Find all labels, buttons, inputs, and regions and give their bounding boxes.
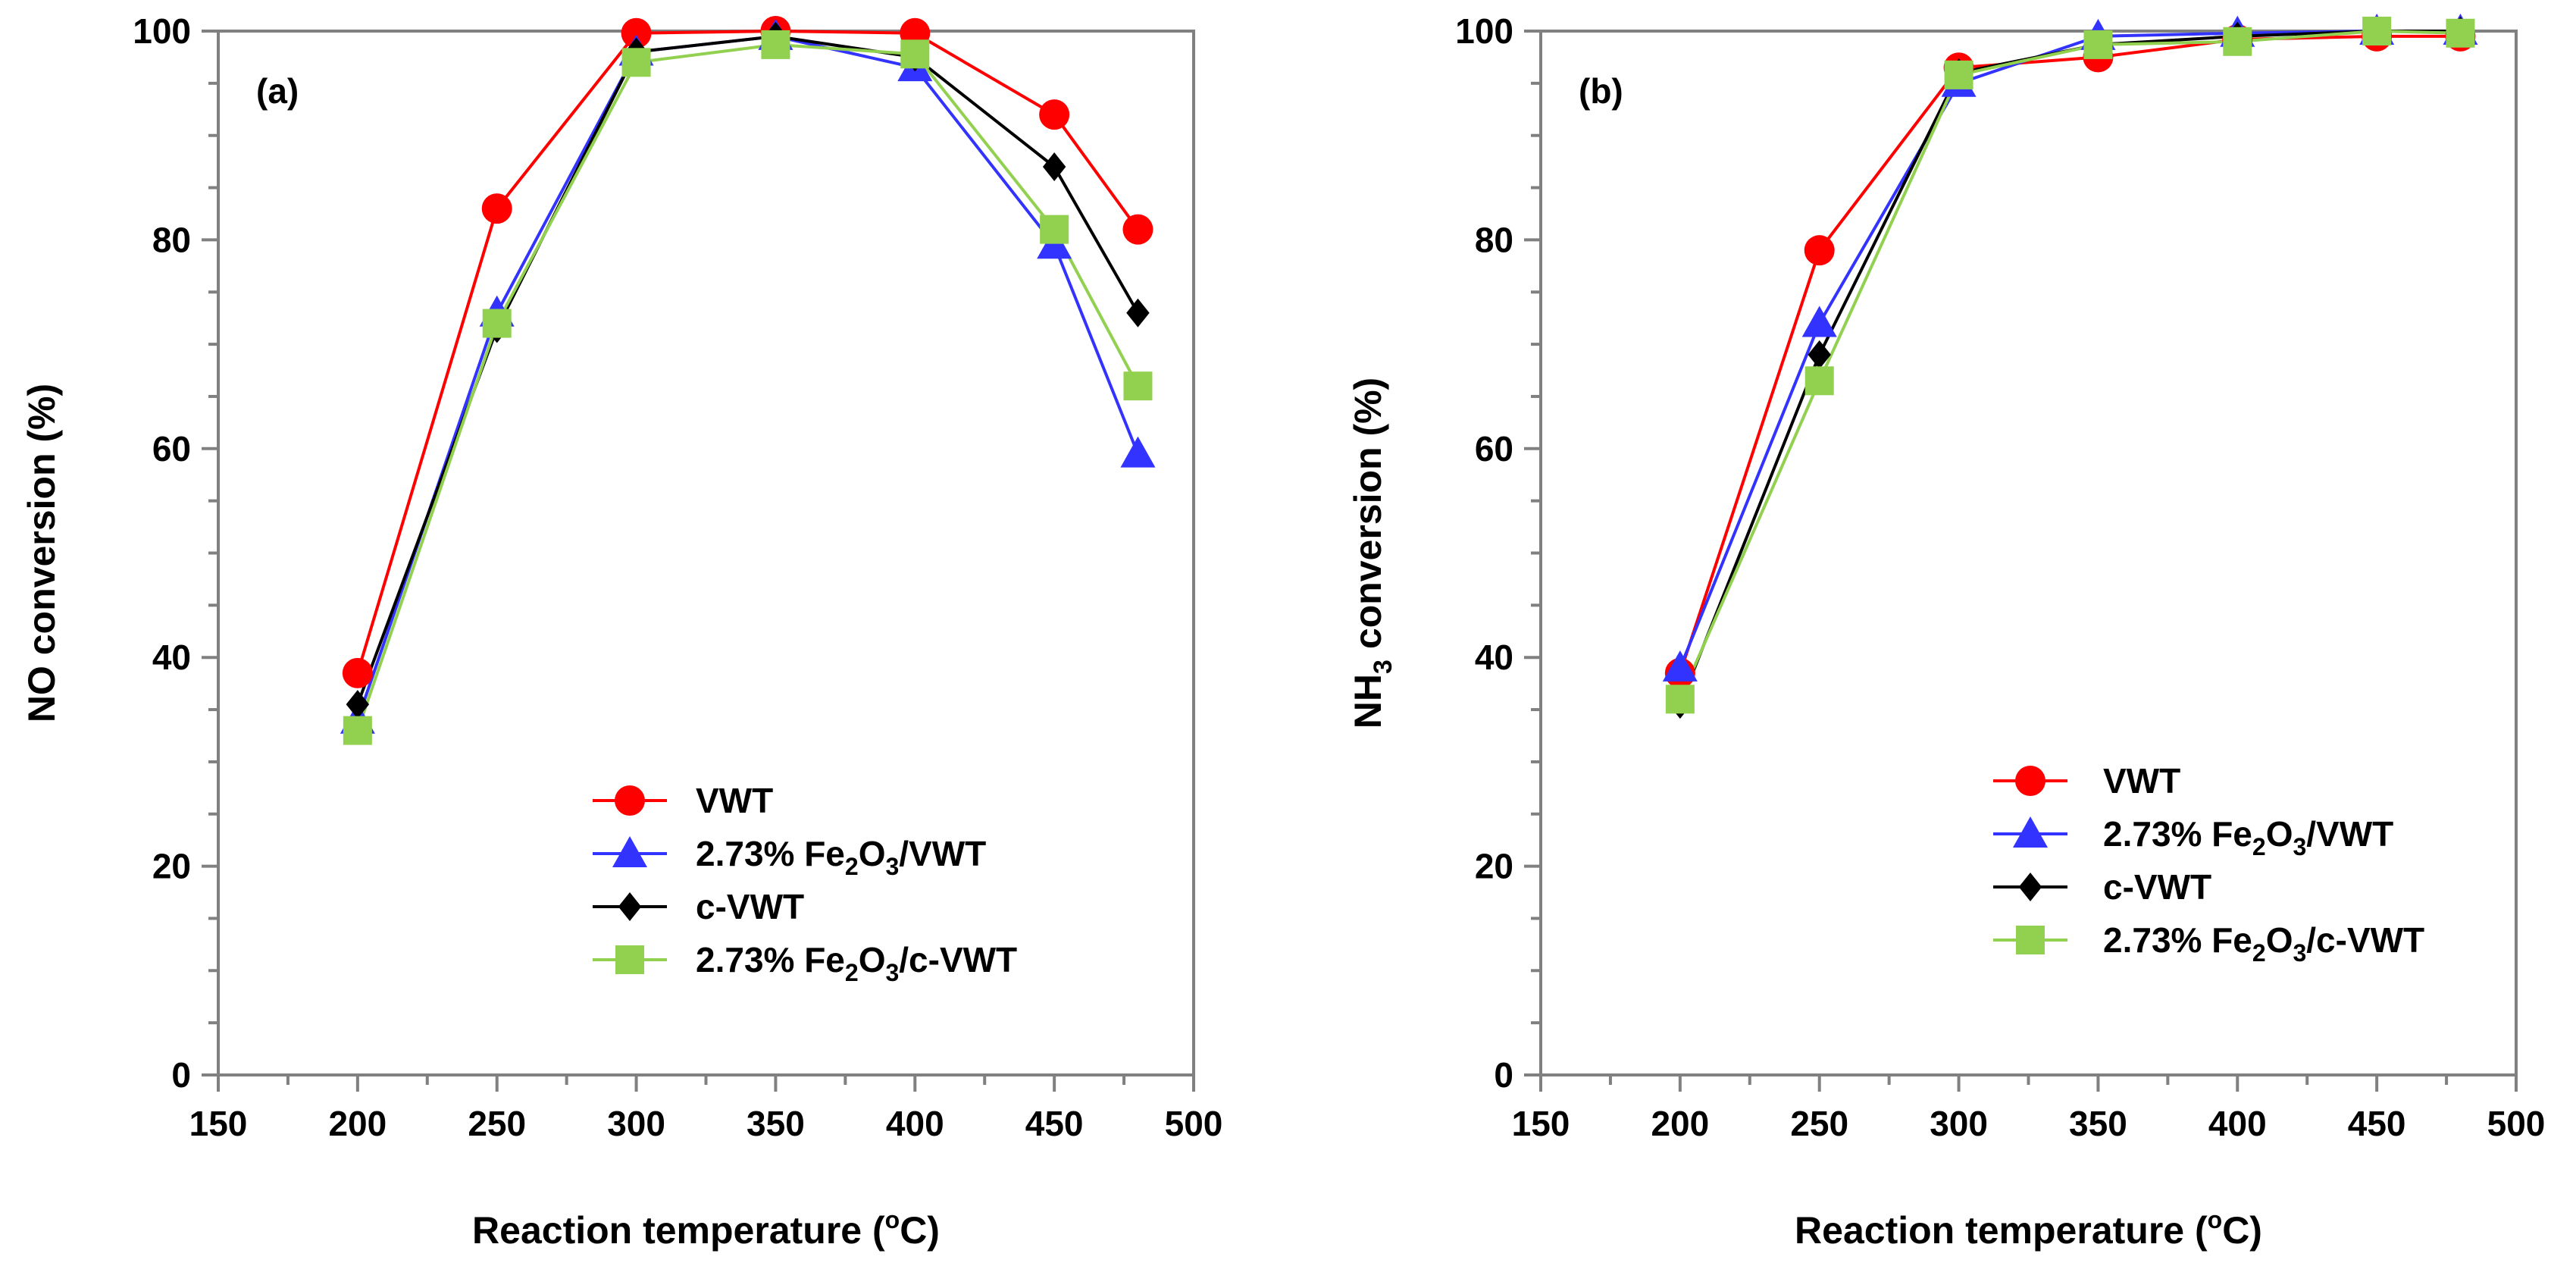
- data-point-s1: [1120, 436, 1156, 468]
- series-line-1: [1679, 30, 2461, 669]
- chart-panel-b: 150 200 250 300 350 400 450 500 0 20 40 60 80 100 Reac…: [1347, 11, 2545, 1252]
- x-tick-label: 300: [607, 1104, 665, 1143]
- y-tick-label: 40: [1475, 638, 1513, 677]
- legend-entry: 2.73% Fe2O3/c-VWT: [696, 940, 1017, 986]
- y-axis-title: NO conversion (%): [20, 384, 63, 722]
- legend-entry: 2.73% Fe2O3/VWT: [2103, 814, 2393, 860]
- x-tick-label: 450: [1025, 1104, 1084, 1143]
- x-tick-label: 500: [2487, 1104, 2546, 1143]
- legend-marker: [615, 945, 644, 974]
- data-point-s2: [1042, 152, 1066, 182]
- data-point-s0: [1122, 214, 1153, 245]
- data-point-s3: [1040, 215, 1069, 244]
- x-tick-label: 500: [1165, 1104, 1223, 1143]
- legend-marker: [2013, 816, 2048, 848]
- data-point-s1: [1801, 306, 1837, 337]
- data-point-s3: [1944, 60, 1973, 89]
- y-tick-label: 80: [1475, 220, 1513, 259]
- x-tick-label: 350: [747, 1104, 805, 1143]
- data-point-s3: [343, 716, 372, 745]
- x-tick-label: 150: [189, 1104, 248, 1143]
- legend-entry: VWT: [2103, 761, 2180, 801]
- x-tick-label: 250: [1790, 1104, 1848, 1143]
- series-line-3: [1679, 29, 2461, 700]
- data-point-s0: [481, 193, 512, 224]
- data-point-s3: [2223, 27, 2252, 56]
- panel-label: (b): [1579, 71, 1623, 111]
- x-tick-label: 150: [1512, 1104, 1570, 1143]
- y-tick-label: 100: [1455, 11, 1513, 51]
- series-line-0: [1678, 34, 2461, 674]
- legend-marker: [2016, 926, 2045, 954]
- data-point-s0: [1804, 235, 1835, 266]
- y-tick-label: 20: [152, 847, 191, 886]
- data-point-s3: [1665, 685, 1695, 714]
- legend-marker: [612, 836, 647, 867]
- data-point-s0: [342, 657, 373, 688]
- x-tick-label: 400: [886, 1104, 944, 1143]
- data-point-s0: [1039, 99, 1070, 130]
- data-point-s3: [1123, 371, 1153, 401]
- legend-entry: VWT: [696, 781, 773, 820]
- panel-label: (a): [256, 71, 299, 111]
- y-tick-label: 40: [152, 638, 191, 677]
- data-point-s2: [346, 690, 370, 719]
- y-tick-label: 60: [1475, 429, 1513, 469]
- x-tick-label: 200: [1651, 1104, 1709, 1143]
- legend-marker: [618, 892, 642, 921]
- data-point-s0: [621, 17, 652, 49]
- data-point-s3: [761, 30, 790, 59]
- data-point-s3: [2083, 30, 2113, 59]
- data-point-s2: [1126, 298, 1150, 327]
- y-tick-label: 100: [133, 11, 191, 51]
- series-line-3: [355, 42, 1140, 732]
- y-tick-label: 0: [171, 1055, 191, 1095]
- legend-marker: [615, 785, 645, 816]
- data-point-s3: [482, 309, 512, 338]
- series-line-0: [355, 29, 1140, 674]
- x-tick-label: 300: [1930, 1104, 1988, 1143]
- y-tick-label: 20: [1475, 847, 1513, 886]
- x-tick-label: 400: [2208, 1104, 2267, 1143]
- x-tick-label: 200: [328, 1104, 387, 1143]
- series-line-2: [355, 34, 1140, 705]
- y-tick-label: 80: [152, 220, 191, 259]
- x-tick-label: 350: [2069, 1104, 2127, 1143]
- data-point-s3: [2446, 18, 2475, 48]
- x-tick-label: 250: [468, 1104, 526, 1143]
- legend-marker: [2015, 766, 2045, 796]
- data-point-s3: [1804, 366, 1834, 396]
- chart-panel-a: 150 200 250 300 350 400 450 500 0 20 40 60 80 100 Reac…: [20, 11, 1222, 1252]
- data-point-s2: [1808, 340, 1831, 369]
- legend: VWT 2.73% Fe2O3/VWT c-VWT 2.73% Fe2O3/c-VWT: [1993, 761, 2424, 967]
- legend-marker: [2018, 873, 2042, 901]
- data-point-s3: [900, 39, 930, 69]
- legend-entry: 2.73% Fe2O3/c-VWT: [2103, 920, 2424, 967]
- series-line-2: [1678, 30, 2461, 705]
- legend-entry: c-VWT: [696, 887, 804, 926]
- data-point-s3: [621, 48, 651, 77]
- y-tick-label: 60: [152, 429, 191, 469]
- legend: VWT 2.73% Fe2O3/VWT c-VWT 2.73% Fe2O3/c-VWT: [593, 781, 1017, 986]
- legend-entry: c-VWT: [2103, 867, 2211, 907]
- y-axis-title: NH3 conversion (%): [1347, 378, 1398, 729]
- legend-entry: 2.73% Fe2O3/VWT: [696, 834, 986, 880]
- data-point-s3: [2362, 17, 2392, 45]
- x-tick-label: 450: [2348, 1104, 2406, 1143]
- y-tick-label: 0: [1494, 1055, 1513, 1095]
- x-axis-title: Reaction temperature (oC): [472, 1206, 940, 1252]
- data-point-s1: [1662, 650, 1698, 682]
- x-axis-title: Reaction temperature (oC): [1795, 1206, 2262, 1252]
- plot-frame: [1539, 30, 2518, 1076]
